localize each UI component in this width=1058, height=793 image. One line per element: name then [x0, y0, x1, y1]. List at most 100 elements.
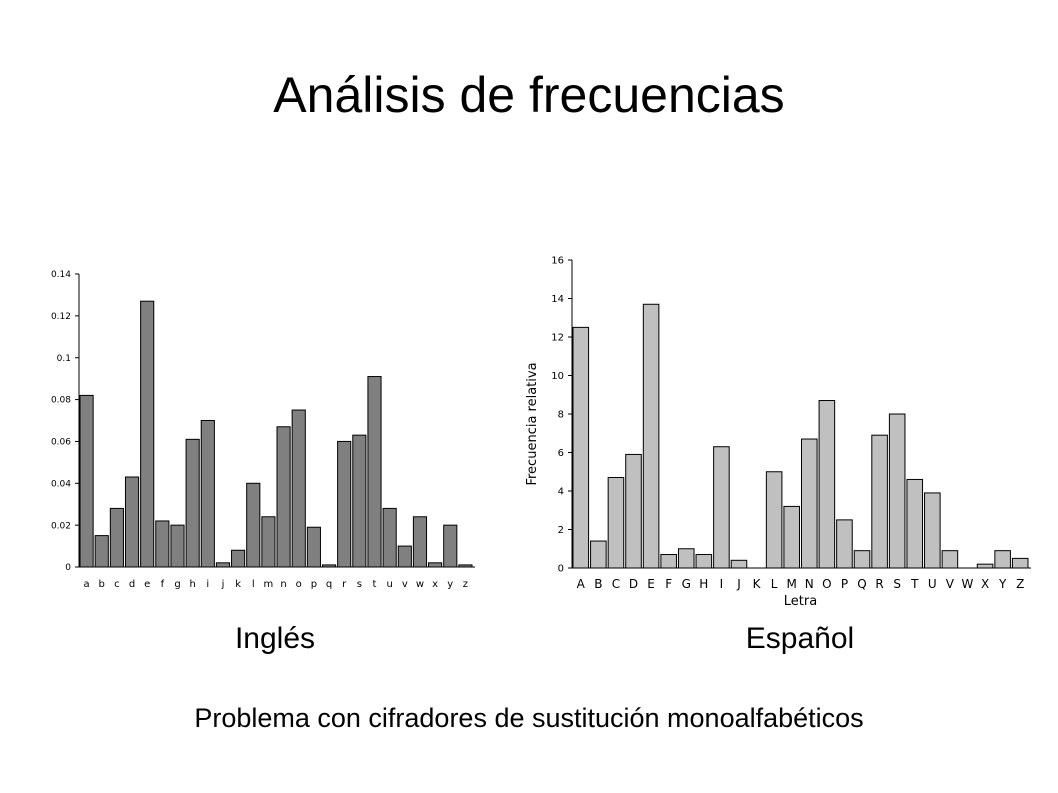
- bar-S: [888, 413, 906, 569]
- bar-F: [660, 554, 677, 569]
- x-tick-label: L: [771, 577, 778, 591]
- x-tick-label: N: [805, 577, 814, 591]
- bar-s: [352, 434, 367, 568]
- y-tick-label: 0.02: [51, 521, 71, 531]
- bar-J: [730, 559, 748, 569]
- slide-subtitle: Problema con cifradores de sustitución m…: [194, 703, 864, 733]
- y-tick-label: 0.06: [51, 438, 71, 448]
- bar-h: [185, 438, 200, 568]
- x-tick-label: b: [99, 579, 105, 590]
- bar-M: [783, 505, 800, 569]
- x-tick-label: R: [875, 577, 883, 591]
- x-tick-label: k: [235, 579, 241, 590]
- bar-A: [572, 326, 590, 569]
- x-tick-label: H: [699, 577, 708, 591]
- chart-caption-spanish: Español: [745, 622, 855, 655]
- bar-y: [443, 524, 458, 568]
- y-tick-label: 16: [551, 256, 564, 267]
- bar-r: [337, 440, 352, 568]
- bar-P: [836, 519, 853, 569]
- y-tick-label: 0.08: [51, 396, 71, 406]
- x-tick-label: B: [594, 577, 602, 591]
- bar-t: [367, 376, 382, 568]
- y-tick-label: 8: [558, 410, 564, 421]
- bar-a: [79, 394, 94, 568]
- bar-k: [231, 549, 246, 568]
- x-tick-label: w: [416, 579, 424, 590]
- bar-N: [801, 438, 818, 569]
- x-tick-label: J: [736, 577, 741, 591]
- x-tick-label: v: [402, 579, 408, 590]
- bar-Y: [994, 550, 1011, 569]
- bar-w: [412, 516, 428, 568]
- x-tick-label: C: [612, 577, 620, 591]
- x-tick-label: E: [647, 577, 655, 591]
- x-tick-label: a: [84, 579, 90, 590]
- bar-v: [397, 545, 412, 568]
- chart-english-frequencies: 0 0.02 0.04 0.06 0.08 0.1 0.12 0.14 a b c d e f g h i j k l…: [51, 270, 475, 590]
- x-tick-label: p: [311, 579, 317, 590]
- x-tick-label: M: [787, 577, 797, 591]
- x-tick-label: I: [720, 577, 724, 591]
- y-tick-label: 0.04: [51, 479, 71, 489]
- y-tick-label: 0.12: [51, 312, 71, 322]
- x-tick-label: u: [386, 579, 392, 590]
- y-tick-label: 0.14: [51, 270, 71, 280]
- x-tick-label: q: [326, 579, 332, 590]
- bar-z: [458, 564, 473, 568]
- bar-n: [276, 426, 291, 568]
- bar-G: [677, 548, 695, 569]
- slide-title: Análisis de frecuencias: [273, 67, 785, 123]
- bar-I: [713, 446, 730, 569]
- bar-V: [941, 550, 959, 569]
- x-tick-label: h: [189, 579, 195, 590]
- x-tick-label: V: [946, 577, 955, 591]
- x-tick-label: A: [577, 577, 586, 591]
- bar-Z: [1011, 557, 1029, 569]
- bar-b: [94, 535, 109, 568]
- x-tick-label: j: [221, 579, 225, 590]
- x-tick-label: P: [841, 577, 848, 591]
- y-tick-label: 4: [558, 487, 564, 498]
- x-tick-label: Z: [1016, 577, 1024, 591]
- bar-B: [590, 540, 607, 569]
- bar-T: [906, 478, 924, 569]
- x-tick-label: f: [161, 579, 165, 590]
- x-tick-label: m: [264, 579, 274, 590]
- y-tick-label: 14: [551, 294, 564, 305]
- bar-E: [642, 303, 660, 569]
- x-tick-label: W: [962, 577, 974, 591]
- bar-x: [428, 562, 443, 568]
- x-tick-label: y: [447, 579, 453, 590]
- x-tick-label: T: [910, 577, 919, 591]
- x-tick-label: d: [129, 579, 135, 590]
- bar-l: [246, 482, 261, 568]
- x-tick-label: s: [357, 579, 362, 590]
- x-tick-label: l: [252, 579, 255, 590]
- bar-m: [261, 516, 276, 568]
- y-axis-title: Frecuencia relativa: [525, 362, 540, 485]
- x-tick-label: G: [682, 577, 691, 591]
- x-axis-title: Letra: [784, 594, 817, 609]
- x-tick-label: e: [144, 579, 150, 590]
- y-tick-label: 12: [551, 333, 564, 344]
- x-tick-label: x: [432, 579, 438, 590]
- bar-Q: [853, 550, 871, 569]
- x-tick-label: Y: [998, 577, 1007, 591]
- bar-u: [382, 507, 397, 568]
- bar-f: [155, 520, 170, 568]
- x-tick-label: F: [665, 577, 672, 591]
- bar-R: [871, 434, 888, 569]
- bar-H: [695, 554, 713, 569]
- y-tick-label: 10: [551, 371, 564, 382]
- y-tick-label: 0.1: [57, 354, 71, 364]
- x-tick-label: i: [206, 579, 209, 590]
- bar-d: [124, 476, 140, 568]
- x-tick-label: z: [463, 579, 468, 590]
- x-tick-label: Q: [857, 577, 866, 591]
- y-tick-label: 2: [558, 525, 564, 536]
- y-tick-label: 6: [558, 448, 564, 459]
- x-tick-label: r: [342, 579, 347, 590]
- x-tick-label: O: [822, 577, 831, 591]
- y-tick-label: 0: [65, 563, 71, 573]
